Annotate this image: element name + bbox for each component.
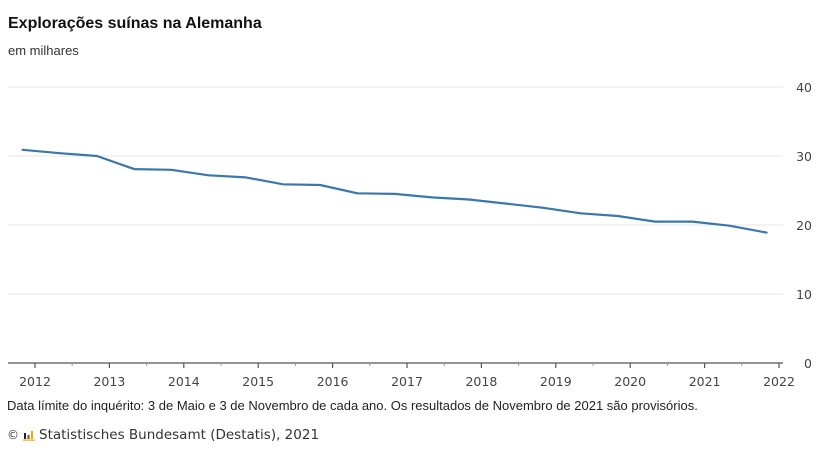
y-tick-label: 30: [796, 149, 812, 164]
y-tick-label: 10: [796, 287, 812, 302]
x-tick-label: 2022: [763, 374, 795, 389]
copyright-symbol: ©: [7, 428, 19, 442]
destatis-logo-icon: [23, 429, 35, 441]
series-line: [21, 148, 768, 234]
x-tick-label: 2017: [391, 374, 423, 389]
x-tick-label: 2018: [465, 374, 497, 389]
x-tick-label: 2014: [168, 374, 200, 389]
source-credit: © Statistisches Bundesamt (Destatis), 20…: [7, 427, 319, 443]
series-group: [21, 148, 768, 234]
x-tick-label: 2012: [19, 374, 51, 389]
x-tick-label: 2015: [242, 374, 274, 389]
grid-lines: [8, 86, 783, 295]
x-tick-label: 2021: [689, 374, 721, 389]
y-axis: 0 10 20 30 40: [796, 80, 812, 371]
chart-title: Explorações suínas na Alemanha: [8, 15, 262, 32]
x-tick-label: 2019: [540, 374, 572, 389]
x-axis: 2012 2013 2014 2015 2016 2017 2018 2019 2020 2021…: [8, 362, 795, 389]
x-tick-label: 2013: [93, 374, 125, 389]
y-tick-label: 40: [796, 80, 812, 95]
y-tick-label: 0: [804, 356, 812, 371]
x-tick-label: 2016: [317, 374, 349, 389]
chart-subtitle: em milhares: [8, 43, 79, 58]
x-tick-label: 2020: [614, 374, 646, 389]
footnote: Data límite do inquérito: 3 de Maio e 3 …: [7, 398, 698, 413]
y-tick-label: 20: [796, 218, 812, 233]
source-text: Statistisches Bundesamt (Destatis), 2021: [39, 427, 320, 443]
